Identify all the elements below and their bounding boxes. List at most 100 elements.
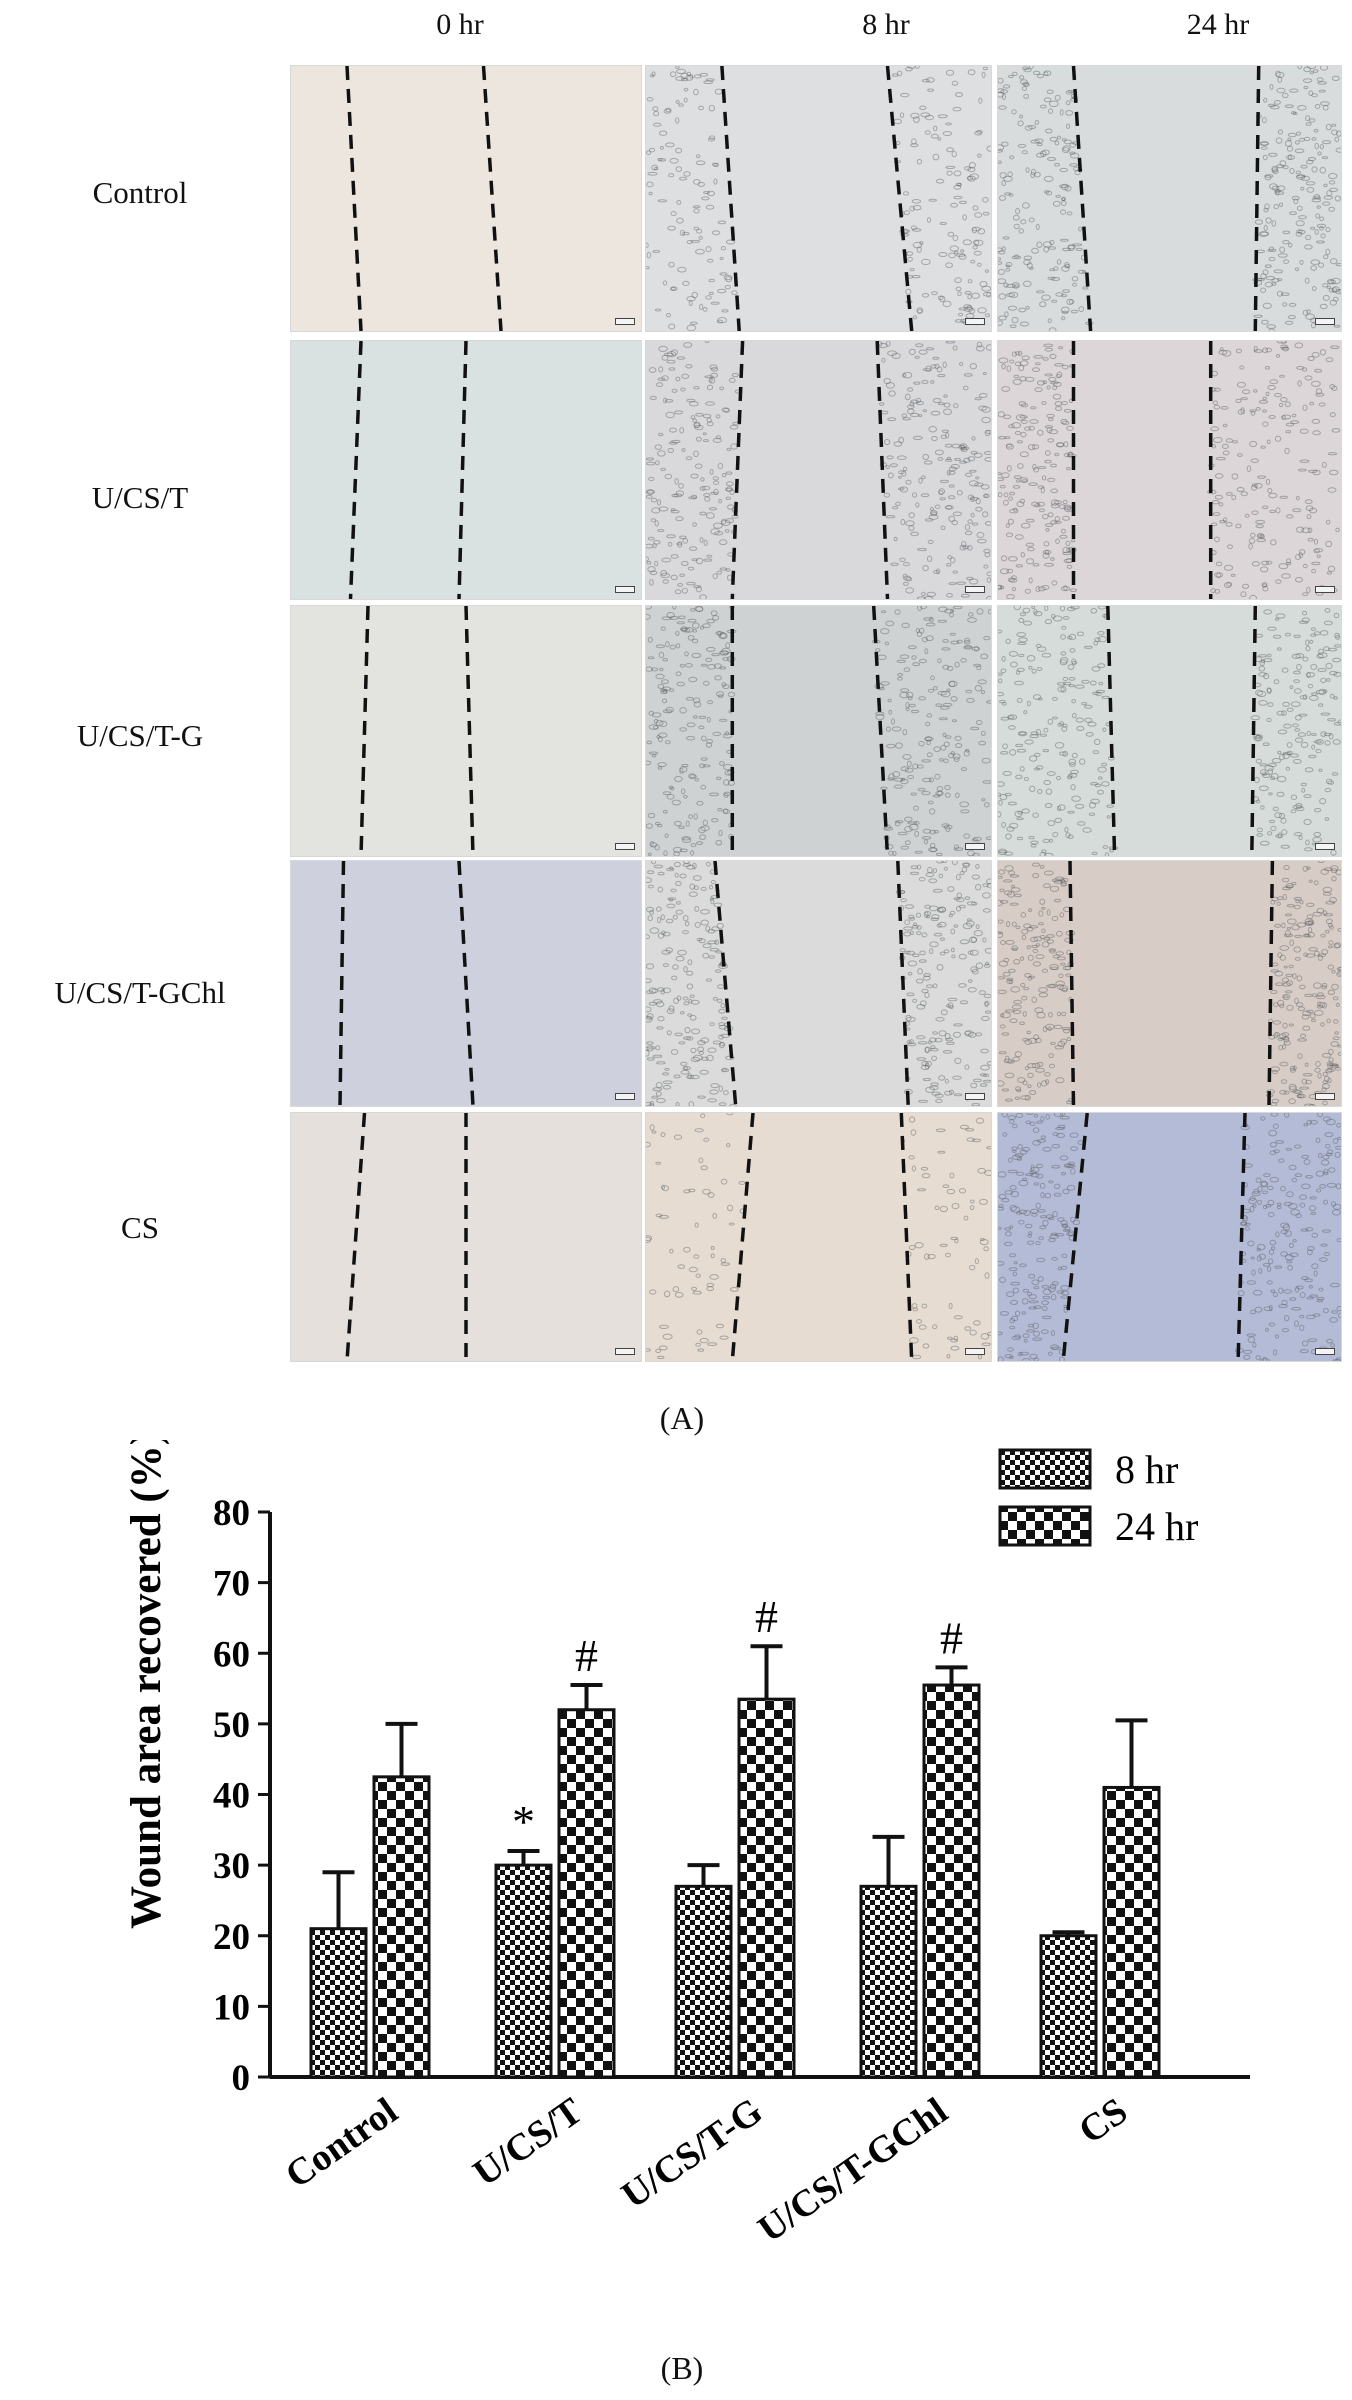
wound-edge-line [1267, 861, 1275, 1106]
wound-edge-line [730, 1113, 755, 1361]
micrograph-texture [348, 341, 468, 599]
x-tick-label: Control [278, 2090, 405, 2197]
scale-bar [615, 318, 635, 325]
caption-b: (B) [660, 2350, 704, 2386]
micrograph-texture [338, 861, 475, 1106]
micrograph-texture [998, 341, 1341, 599]
y-tick-label: 60 [213, 1634, 250, 1675]
micrograph-texture [359, 606, 475, 856]
bar [737, 1697, 796, 2079]
x-tick-label: U/CS/T [466, 2090, 590, 2195]
scale-bar [965, 1093, 985, 1100]
scale-bar [1315, 318, 1335, 325]
legend-swatch [998, 1448, 1092, 1490]
wound-edge-line [1236, 1113, 1247, 1361]
legend-swatch [998, 1505, 1092, 1547]
chart-bars: Control * # U/CS/T # U/CS/T-G # U/CS/T-GChl CS [278, 1591, 1161, 2251]
scale-bar [1315, 586, 1335, 593]
wound-edge-line [871, 606, 890, 856]
wound-recovery-bar-chart: 0 10 20 30 40 50 60 70 80 Control * # U/CS/T # U/CS/T… [123, 1440, 1250, 2251]
x-tick-label: U/CS/T-G [614, 2090, 770, 2217]
x-tick-label: CS [1071, 2090, 1135, 2152]
micrograph-panel [997, 340, 1342, 600]
wound-edge-line [875, 341, 890, 599]
micrograph-texture [646, 66, 991, 331]
chart-legend: 8 hr 24 hr [998, 1447, 1198, 1549]
legend-label: 24 hr [1115, 1504, 1198, 1549]
x-tick-label: U/CS/T-GChl [751, 2090, 956, 2251]
legend-label: 8 hr [1115, 1447, 1178, 1492]
column-label-0hr: 0 hr [436, 8, 484, 41]
wound-edge-line [338, 861, 346, 1106]
micrograph-texture [646, 606, 991, 856]
bar [674, 1884, 733, 2079]
scale-bar [965, 843, 985, 850]
bar [922, 1683, 981, 2079]
row-label-ucstgchl: U/CS/T-GChl [54, 975, 226, 1010]
y-tick-label: 40 [213, 1776, 250, 1817]
micrograph-texture [646, 1113, 991, 1361]
micrograph-texture [646, 861, 991, 1106]
caption-a: (A) [659, 1400, 705, 1436]
wound-edge-line [359, 606, 370, 856]
micrograph-panel [290, 340, 642, 600]
y-axis-title: Wound area recovered (%) [123, 1440, 170, 1929]
scale-bar [615, 843, 635, 850]
bar [309, 1927, 368, 2079]
row-label-ucstg: U/CS/T-G [76, 718, 204, 753]
wound-edge-line [345, 66, 363, 331]
y-tick-label: 0 [232, 2058, 251, 2099]
wound-edge-line [457, 341, 468, 599]
micrograph-panel [645, 1112, 992, 1362]
wound-edge-line [481, 66, 503, 331]
micrograph-panel [645, 605, 992, 857]
wound-edge-line [1068, 861, 1076, 1106]
micrograph-texture [998, 861, 1341, 1106]
wound-edge-line [885, 66, 914, 331]
wound-edge-line [713, 861, 738, 1106]
scale-bar [615, 586, 635, 593]
scale-bar [1315, 843, 1335, 850]
scale-bar [965, 318, 985, 325]
bar [859, 1884, 918, 2079]
micrograph-panel [997, 65, 1342, 332]
scale-bar [1315, 1348, 1335, 1355]
micrograph-panel [290, 605, 642, 857]
micrograph-panel [997, 860, 1342, 1107]
row-label-ucst: U/CS/T [91, 480, 189, 515]
wound-edge-line [1071, 66, 1093, 331]
y-tick-label: 50 [213, 1705, 250, 1746]
micrograph-texture [646, 341, 991, 599]
wound-edge-line [464, 606, 475, 856]
scale-bar [1315, 1093, 1335, 1100]
wound-edge-line [1250, 606, 1258, 856]
y-tick-label: 80 [213, 1493, 250, 1534]
bar [494, 1863, 553, 2079]
column-label-8hr: 8 hr [862, 8, 910, 41]
bar [557, 1708, 616, 2079]
micrograph-texture [998, 1113, 1341, 1361]
y-tick-label: 70 [213, 1564, 250, 1605]
row-label-cs: CS [121, 1210, 159, 1245]
scale-bar [615, 1093, 635, 1100]
significance-mark: # [575, 1630, 598, 1681]
column-label-24hr: 24 hr [1186, 8, 1250, 41]
significance-mark: # [755, 1591, 778, 1642]
micrograph-panel [997, 605, 1342, 857]
micrograph-panel [645, 65, 992, 332]
significance-mark: * [512, 1796, 535, 1847]
micrograph-texture [345, 1113, 468, 1361]
bar [372, 1775, 431, 2079]
wound-edge-line [457, 861, 475, 1106]
wound-edge-line [1106, 606, 1117, 856]
micrograph-panel [997, 1112, 1342, 1362]
row-label-control: Control [92, 175, 188, 210]
wound-edge-line [345, 1113, 367, 1361]
wound-edge-line [1061, 1113, 1089, 1361]
scale-bar [965, 1348, 985, 1355]
y-tick-label: 30 [213, 1846, 250, 1887]
wound-edge-line [348, 341, 363, 599]
micrograph-panel [290, 1112, 642, 1362]
wound-edge-line [730, 341, 745, 599]
scale-bar [615, 1348, 635, 1355]
